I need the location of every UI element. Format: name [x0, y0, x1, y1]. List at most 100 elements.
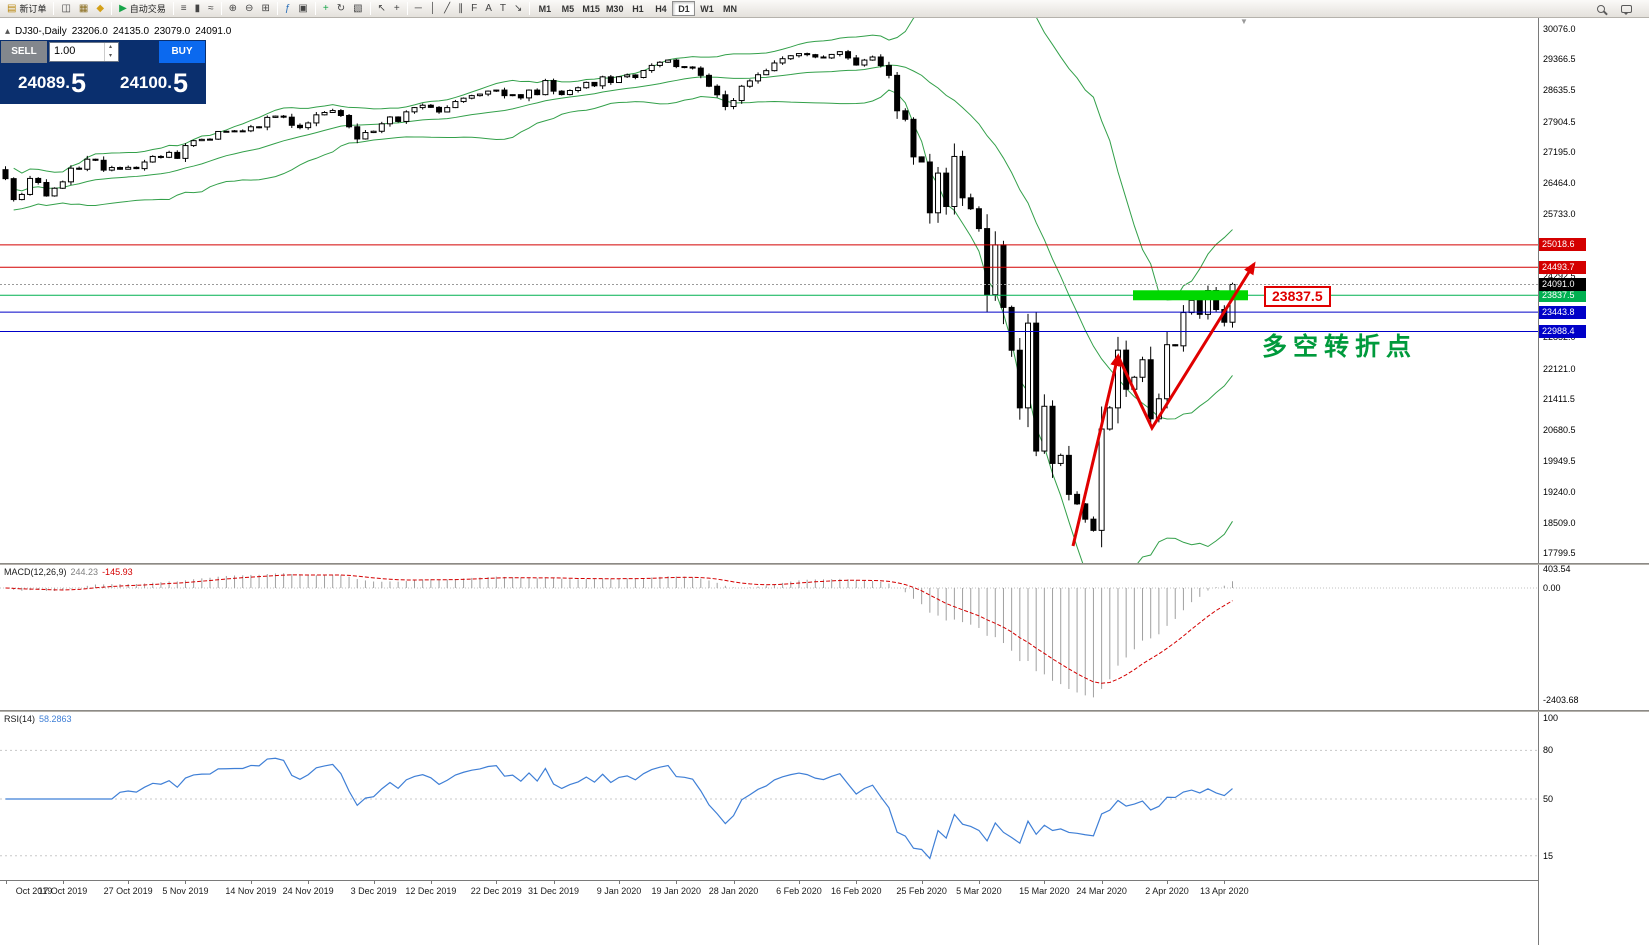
- search-button[interactable]: [1593, 1, 1609, 17]
- turning-point-text[interactable]: 多空转折点: [1262, 333, 1418, 361]
- date-tick: [308, 881, 310, 884]
- date-label: 9 Jan 2020: [596, 886, 642, 896]
- date-label: 28 Jan 2020: [708, 886, 759, 896]
- zoom-in-button[interactable]: ⊕: [225, 1, 241, 17]
- trend-arrow[interactable]: [1071, 353, 1122, 547]
- price-axis-tick: 28635.5: [1543, 85, 1576, 96]
- line-chart-type-button[interactable]: ≈: [204, 1, 218, 17]
- price-axis-tick: 19240.0: [1543, 486, 1576, 497]
- zoom-out-button[interactable]: ⊖: [241, 1, 257, 17]
- date-axis[interactable]: Oct 2019 17 Oct 2019 27 Oct 2019 5 Nov 2019…: [0, 880, 1538, 900]
- date-label: 13 Apr 2020: [1200, 886, 1249, 896]
- sell-price-pip: 5: [70, 67, 87, 98]
- toolbar-right: [1593, 1, 1646, 17]
- toolbar-separator: [53, 2, 55, 15]
- line-chart-type-icon: ≈: [208, 2, 214, 14]
- date-label: 25 Feb 2020: [896, 886, 947, 896]
- timeframe-h4-button[interactable]: H4: [655, 4, 667, 14]
- timeframe-w1-button[interactable]: W1: [700, 4, 714, 14]
- chart-header: ▴ DJ30-,Daily 23206.0 24135.0 23079.0 24091.0: [5, 26, 236, 37]
- current-price-tag: 24091.0: [1539, 277, 1586, 291]
- crosshair-button[interactable]: +: [390, 1, 404, 17]
- timeframe-mn-button[interactable]: MN: [722, 4, 737, 14]
- one-click-toggle-icon[interactable]: ▴: [5, 26, 11, 37]
- date-label: 16 Feb 2020: [830, 886, 882, 896]
- macd-axis-tick: 0.00: [1543, 583, 1561, 593]
- timeframe-d1-button[interactable]: D1: [672, 1, 696, 16]
- support-chat-button[interactable]: [1617, 1, 1636, 17]
- price-axis-tick: 27195.0: [1543, 146, 1576, 157]
- profiles-button[interactable]: ▦: [75, 1, 92, 17]
- rsi-line: [5, 757, 1233, 860]
- vertical-line-tool-button[interactable]: │: [426, 1, 440, 17]
- macd-histogram: [13, 573, 1233, 698]
- toolbar-separator: [529, 2, 531, 15]
- timeframe-m30-button[interactable]: M30: [605, 4, 624, 14]
- auto-trading-button[interactable]: ▶ 自动交易: [115, 1, 170, 17]
- sell-button[interactable]: SELL: [1, 41, 47, 63]
- price-axis[interactable]: 30076.0 29366.5 28635.5 27904.5 27195.0 26464…: [1538, 18, 1649, 945]
- date-tick: [373, 881, 375, 884]
- date-tick: [676, 881, 678, 884]
- text-tool-button[interactable]: A: [481, 1, 496, 17]
- trendline-tool-icon: ╱: [444, 2, 451, 14]
- search-icon: [1597, 4, 1605, 13]
- cursor-button[interactable]: ↖: [374, 1, 390, 17]
- timeframe-m15-button[interactable]: M15: [582, 4, 600, 14]
- date-tick: [1224, 881, 1226, 884]
- fibonacci-tool-button[interactable]: F: [467, 1, 481, 17]
- volume-up-icon[interactable]: ▴: [108, 44, 112, 50]
- price-axis-tick: 26464.0: [1543, 178, 1576, 189]
- sell-price[interactable]: 24089. 5: [1, 63, 103, 103]
- date-tick: [1167, 881, 1169, 884]
- price-axis-tick: 22121.0: [1543, 363, 1576, 374]
- date-label: 24 Mar 2020: [1076, 886, 1127, 896]
- add-indicator-icon: +: [322, 2, 329, 14]
- rsi-panel[interactable]: [0, 712, 1538, 880]
- timeframe-m1-button[interactable]: M1: [538, 4, 552, 14]
- macd-value-signal: -145.93: [102, 567, 133, 577]
- date-tick: [733, 881, 735, 884]
- chat-icon: [1621, 4, 1632, 15]
- arrows-tool-button[interactable]: ↘: [510, 1, 526, 17]
- price-annotation-label[interactable]: 23837.5: [1264, 286, 1331, 307]
- date-label: 19 Jan 2020: [651, 886, 702, 896]
- tile-windows-button[interactable]: ▣: [294, 1, 311, 17]
- buy-price[interactable]: 24100. 5: [103, 63, 205, 103]
- rsi-axis-tick: 15: [1543, 850, 1554, 861]
- candlestick-chart-type-button[interactable]: ▮: [191, 1, 205, 17]
- period-refresh-button[interactable]: ↻: [333, 1, 349, 17]
- bar-chart-type-button[interactable]: ≡: [177, 1, 191, 17]
- chart-shift-marker[interactable]: ▼: [1240, 17, 1248, 26]
- text-label-tool-button[interactable]: T: [496, 1, 510, 17]
- indicators-button[interactable]: ƒ: [281, 1, 295, 17]
- panel-splitter[interactable]: [0, 710, 1649, 712]
- add-indicator-button[interactable]: +: [319, 1, 333, 17]
- price-level-lines[interactable]: [0, 244, 1538, 333]
- equidistant-channel-tool-button[interactable]: ∥: [454, 1, 467, 17]
- buy-button[interactable]: BUY: [159, 41, 205, 63]
- rsi-axis-tick: 80: [1543, 745, 1554, 756]
- mql5-community-button[interactable]: ◆: [92, 1, 108, 17]
- timeframe-m5-button[interactable]: M5: [561, 4, 575, 14]
- panel-splitter[interactable]: [0, 563, 1649, 565]
- ohlc-low: 23079.0: [154, 26, 191, 37]
- date-tick: [619, 881, 620, 884]
- date-tick: [553, 881, 555, 884]
- rsi-value: 58.2863: [39, 714, 72, 724]
- new-order-button[interactable]: ▤ 新订单: [3, 1, 50, 17]
- timeframe-h1-button[interactable]: H1: [632, 4, 644, 14]
- equidistant-channel-tool-icon: ∥: [458, 2, 464, 14]
- trendline-tool-button[interactable]: ╱: [440, 1, 454, 17]
- chart-window-button[interactable]: ◫: [57, 1, 74, 17]
- grid-button[interactable]: ⊞: [257, 1, 273, 17]
- volume-input[interactable]: [50, 43, 104, 59]
- trend-arrow[interactable]: [1116, 261, 1256, 432]
- horizontal-line-tool-button[interactable]: ─: [411, 1, 426, 17]
- highlight-bar[interactable]: [1133, 290, 1248, 301]
- macd-panel[interactable]: [0, 565, 1538, 710]
- templates-button[interactable]: ▧: [349, 1, 366, 17]
- volume-spinner[interactable]: ▴ ▾: [104, 43, 116, 61]
- volume-down-icon[interactable]: ▾: [108, 53, 112, 59]
